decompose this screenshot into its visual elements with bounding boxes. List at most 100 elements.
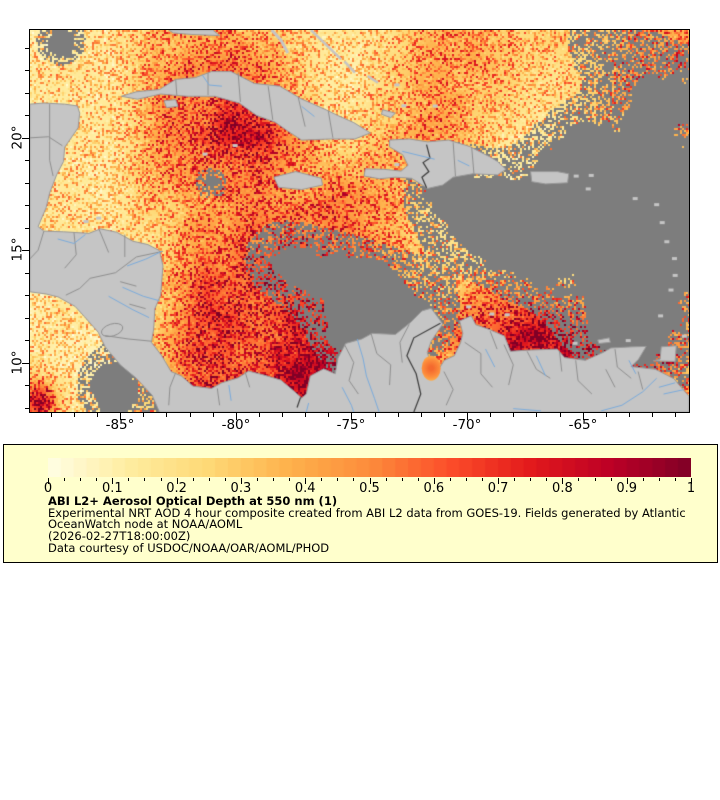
- axis-tick: [536, 413, 537, 417]
- axis-tick: [25, 295, 29, 296]
- axis-tick: [25, 273, 29, 274]
- axis-tick: [22, 250, 29, 251]
- x-tick-label: -85°: [105, 417, 135, 433]
- axis-tick: [629, 413, 630, 417]
- axis-tick: [444, 413, 445, 417]
- colorbar-tick: [80, 478, 81, 481]
- axis-tick: [22, 138, 29, 139]
- axis-tick: [213, 413, 214, 417]
- colorbar-tick: [112, 478, 113, 484]
- colorbar-tick: [418, 478, 419, 481]
- axis-tick: [25, 48, 29, 49]
- axis-tick: [328, 413, 329, 417]
- axis-tick: [513, 413, 514, 417]
- colorbar-tick: [321, 478, 322, 481]
- colorbar-tick: [337, 478, 338, 481]
- axis-tick: [652, 413, 653, 417]
- x-tick-label: -75°: [336, 417, 366, 433]
- colorbar-tick-label: 0.6: [423, 481, 445, 496]
- axis-tick: [25, 205, 29, 206]
- axis-tick: [259, 413, 260, 417]
- colorbar-tick-label: 0.2: [166, 481, 187, 496]
- colorbar-tick: [353, 478, 354, 481]
- axis-tick: [25, 183, 29, 184]
- colorbar-tick: [627, 478, 628, 484]
- colorbar-tick: [209, 478, 210, 481]
- colorbar-tick-label: 0.7: [487, 481, 509, 496]
- axis-tick: [25, 318, 29, 319]
- map-plot-area: [29, 29, 690, 413]
- colorbar-tick-label: 1: [686, 481, 696, 496]
- legend-credit: Data courtesy of USDOC/NOAA/OAR/AOML/PHO…: [48, 540, 330, 555]
- colorbar-tick: [611, 478, 612, 481]
- aod-map-canvas: [30, 30, 689, 412]
- axis-tick: [97, 413, 98, 417]
- colorbar-tick: [514, 478, 515, 481]
- colorbar-tick: [498, 478, 499, 484]
- colorbar: [48, 458, 691, 477]
- colorbar-tick-label: 0.3: [230, 481, 252, 496]
- colorbar-tick-label: 0.8: [552, 481, 573, 496]
- axis-tick: [583, 413, 584, 420]
- axis-tick: [25, 340, 29, 341]
- axis-tick: [51, 413, 52, 417]
- colorbar-tick: [450, 478, 451, 481]
- y-tick-label: 10°: [9, 350, 26, 375]
- colorbar-tick: [546, 478, 547, 481]
- colorbar-tick: [193, 478, 194, 481]
- axis-tick: [25, 160, 29, 161]
- axis-tick: [166, 413, 167, 417]
- legend-box: 0 0.1 0.2 0.3 0.4 0.5 0.6 0.7 0.8 0.9 1 ABI L2+ Ae…: [3, 444, 718, 563]
- colorbar-tick: [48, 478, 49, 484]
- colorbar-tick: [434, 478, 435, 484]
- colorbar-tick: [691, 478, 692, 484]
- axis-tick: [25, 385, 29, 386]
- axis-tick: [25, 115, 29, 116]
- axis-tick: [25, 228, 29, 229]
- colorbar-tick: [273, 478, 274, 481]
- colorbar-tick: [386, 478, 387, 481]
- y-tick-label: 15°: [9, 237, 26, 262]
- axis-tick: [120, 413, 121, 420]
- legend-text-block: ABI L2+ Aerosol Optical Depth at 550 nm …: [48, 495, 686, 555]
- colorbar-tick: [643, 478, 644, 481]
- colorbar-tick: [96, 478, 97, 481]
- colorbar-tick: [482, 478, 483, 481]
- axis-tick: [467, 413, 468, 420]
- legend-description-line1: Experimental NRT AOD 4 hour composite cr…: [48, 505, 686, 520]
- x-tick-label: -65°: [568, 417, 598, 433]
- colorbar-tick: [241, 478, 242, 484]
- x-tick-label: -70°: [452, 417, 482, 433]
- colorbar-tick: [128, 478, 129, 481]
- colorbar-tick: [144, 478, 145, 481]
- colorbar-tick: [64, 478, 65, 481]
- colorbar-tick-label: 0.5: [359, 481, 380, 496]
- colorbar-tick-label: 0.4: [294, 481, 316, 496]
- colorbar-tick: [562, 478, 563, 484]
- colorbar-tick: [578, 478, 579, 481]
- axis-tick: [282, 413, 283, 417]
- colorbar-tick: [161, 478, 162, 481]
- x-tick-label: -80°: [221, 417, 251, 433]
- axis-tick: [190, 413, 191, 417]
- axis-tick: [351, 413, 352, 420]
- colorbar-tick: [595, 478, 596, 481]
- colorbar-tick: [305, 478, 306, 484]
- axis-tick: [143, 413, 144, 417]
- legend-description-line2: OceanWatch node at NOAA/AOML: [48, 517, 243, 532]
- colorbar-tick: [659, 478, 660, 481]
- axis-tick: [305, 413, 306, 417]
- axis-tick: [490, 413, 491, 417]
- axis-tick: [25, 70, 29, 71]
- y-tick-label: 20°: [9, 125, 26, 150]
- colorbar-tick-label: 0.1: [101, 481, 123, 496]
- colorbar-tick-label: 0.9: [616, 481, 638, 496]
- axis-tick: [375, 413, 376, 417]
- axis-tick: [560, 413, 561, 417]
- colorbar-tick: [466, 478, 467, 481]
- colorbar-tick: [370, 478, 371, 484]
- axis-tick: [22, 363, 29, 364]
- axis-tick: [236, 413, 237, 420]
- axis-tick: [606, 413, 607, 417]
